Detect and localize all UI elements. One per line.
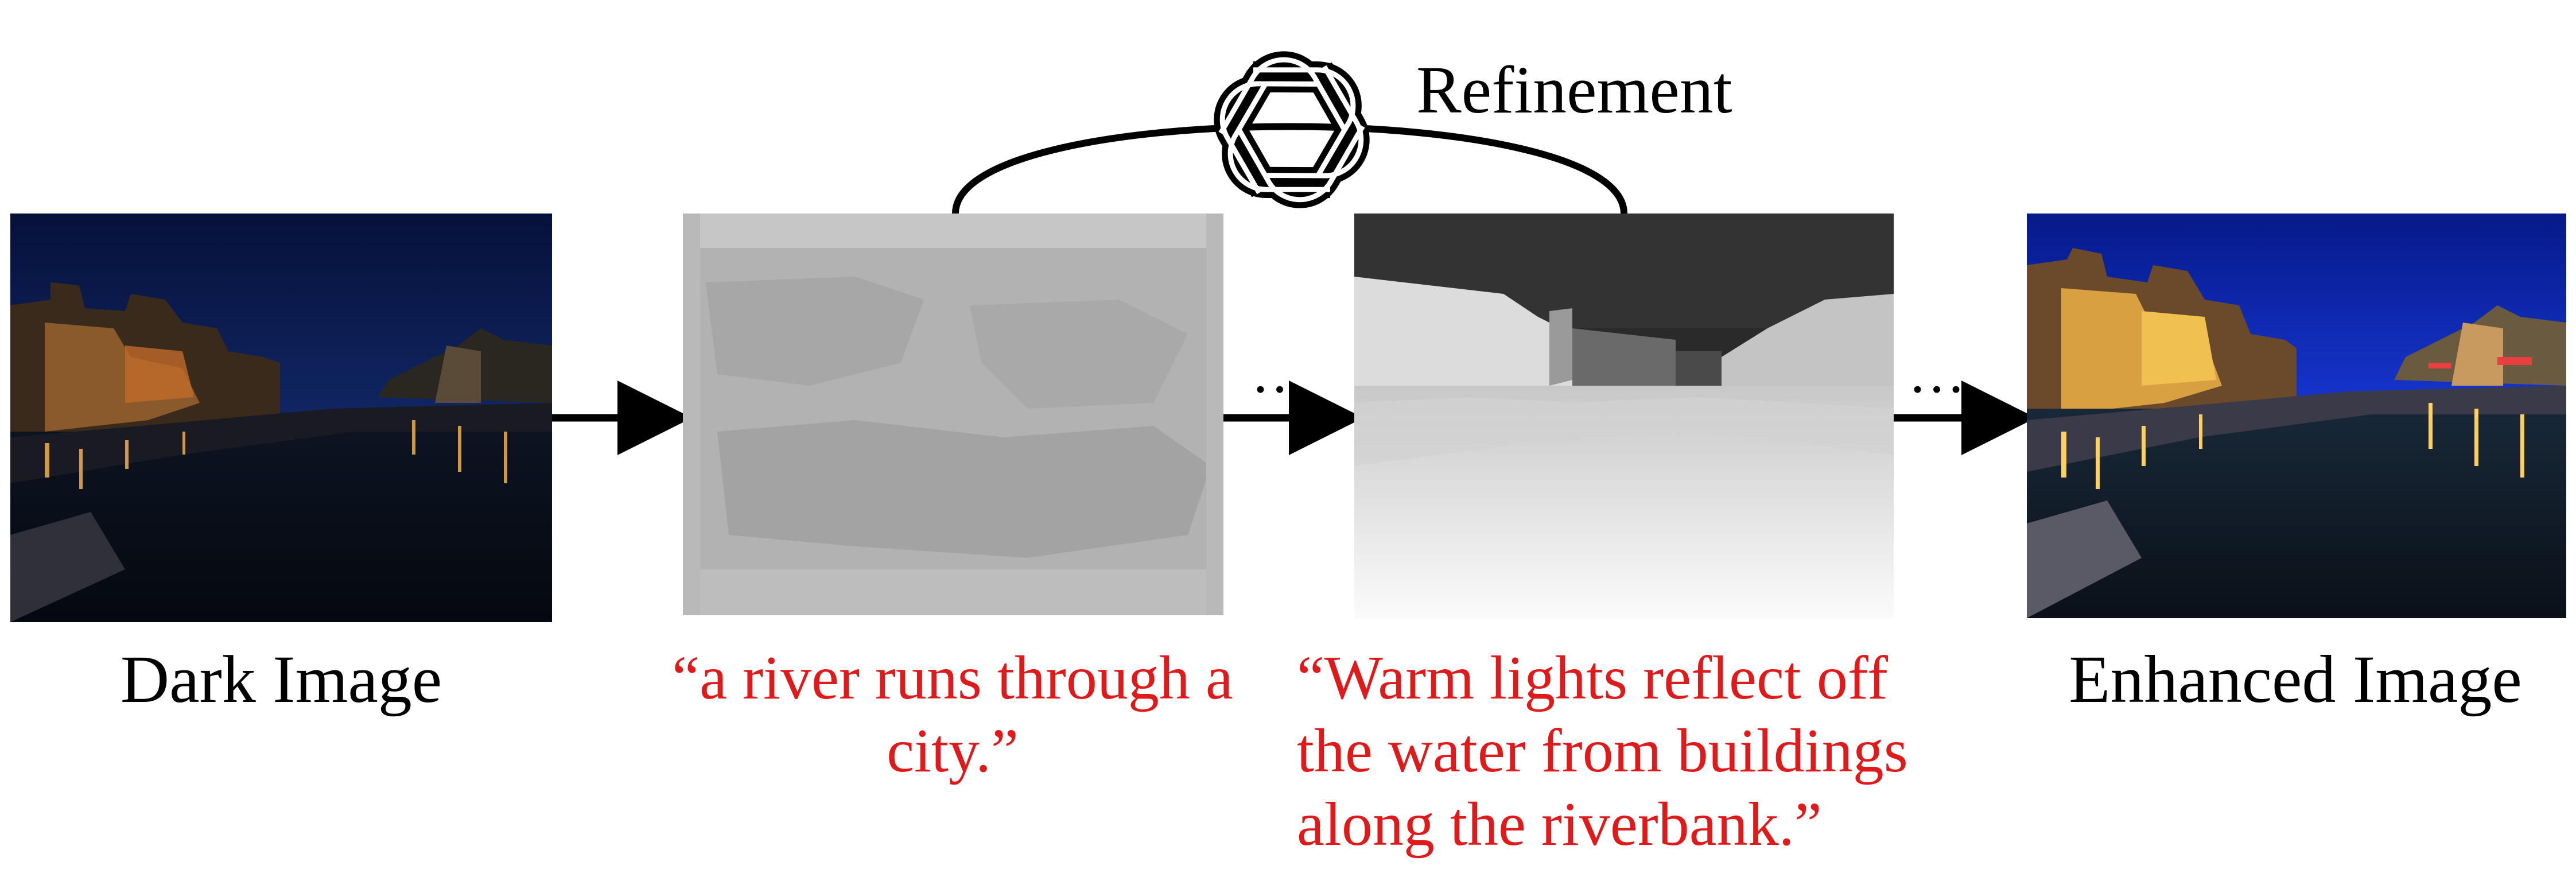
ellipsis-2: …	[1908, 341, 1965, 405]
prompt-first-line-2: city.”	[887, 717, 1019, 786]
prompt-first: “a river runs through a city.”	[608, 642, 1297, 788]
dark-image	[10, 214, 552, 622]
openai-logo-icon	[1185, 23, 1398, 236]
enhanced-image	[2027, 214, 2566, 618]
attention-map-image	[683, 214, 1223, 615]
depth-map-image	[1354, 214, 1894, 618]
prompt-second-line-2: the water from buildings	[1297, 717, 1908, 786]
refinement-label: Refinement	[1416, 52, 1732, 127]
enhanced-image-label: Enhanced Image	[2069, 642, 2522, 717]
prompt-second-line-1: “Warm lights reflect off	[1297, 644, 1888, 712]
prompt-second-line-3: along the riverbank.”	[1297, 790, 1822, 859]
prompt-second: “Warm lights reflect off the water from …	[1257, 642, 1991, 861]
ellipsis-1: …	[1251, 341, 1308, 405]
dark-image-label: Dark Image	[120, 642, 442, 717]
prompt-first-line-1: “a river runs through a	[672, 644, 1233, 712]
refinement-arc	[952, 123, 1627, 214]
